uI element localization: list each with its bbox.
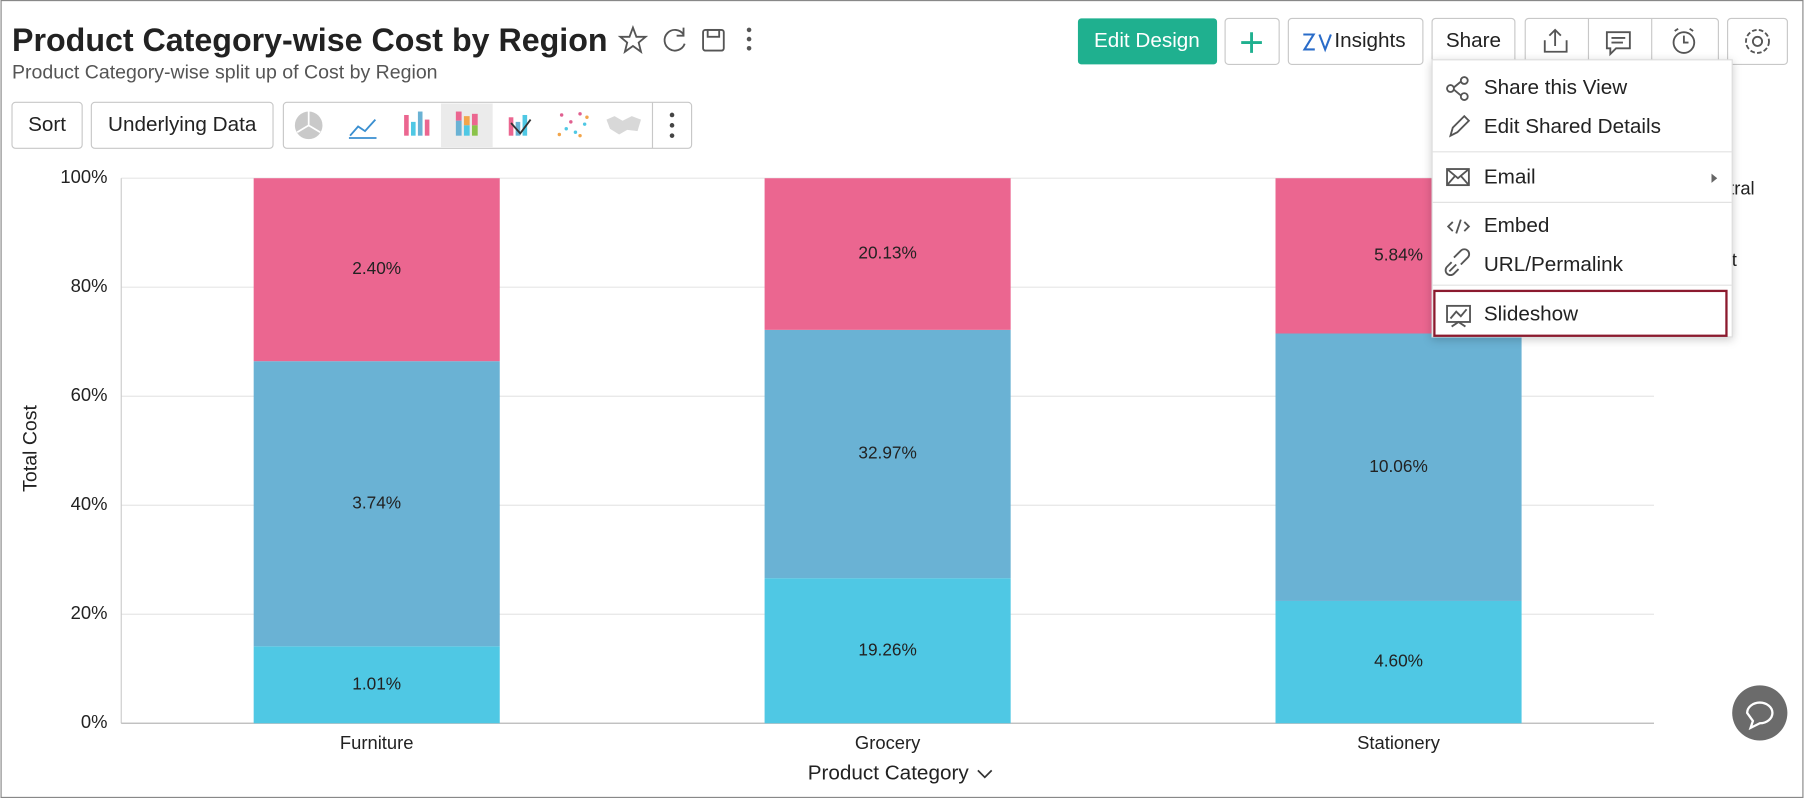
share-menu-item[interactable]: Edit Shared Details [1484,115,1661,138]
sort-button[interactable]: Sort [11,101,83,149]
x-tick-label: Stationery [1357,732,1441,753]
share-menu-item[interactable]: Embed [1484,214,1550,237]
title: Product Category-wise Cost by Region [12,22,608,58]
bar-segment [253,178,500,362]
data-label: 32.97% [858,443,916,463]
y-tick-label: 40% [71,493,108,514]
data-label: 19.26% [858,639,916,659]
data-label: 20.13% [858,243,916,263]
bar-segment [764,578,1011,724]
edit-design-button[interactable]: Edit Design [1077,18,1218,65]
data-label: 1.01% [352,673,401,693]
bar-segment [764,329,1011,579]
share-button[interactable]: Share [1431,17,1516,65]
bar-segment [253,361,500,647]
x-axis-title-chevron [977,769,993,779]
share-menu-item[interactable]: Email [1484,166,1536,189]
title-icons[interactable] [617,24,752,54]
share-label: Share [1446,29,1501,52]
y-axis-title: Total Cost [20,404,42,491]
data-label: 5.84% [1374,244,1423,264]
bar-segment [764,178,1011,330]
plot-area: 0% 20% 40% 60% 80% 100% 1.01% 3.74% 2.40% Furnitu… [20,166,1755,784]
x-axis-title: Product Category [808,761,970,784]
y-tick-label: 20% [71,602,108,623]
data-label: 2.40% [352,258,401,278]
share-menu-item[interactable]: Share this View [1484,76,1627,99]
edit-design-label: Edit Design [1094,29,1200,52]
subtitle: Product Category-wise split up of Cost b… [12,62,438,84]
insights-button[interactable]: Insights [1287,17,1424,65]
y-tick-label: 0% [81,711,108,732]
bar-segment [1275,333,1522,601]
chat-button[interactable] [1732,685,1788,741]
share-menu-item[interactable]: Slideshow [1484,303,1578,326]
y-tick-label: 80% [71,275,108,296]
y-tick-label: 60% [71,384,108,405]
bar-segment [253,646,500,724]
share-menu-item[interactable]: URL/Permalink [1484,253,1624,276]
action-icons[interactable] [1524,17,1788,65]
underlying-data-button[interactable]: Underlying Data [90,101,274,149]
share-menu: Share this View Edit Shared Details Email E… [1431,59,1733,338]
underlying-data-label: Underlying Data [108,113,257,136]
x-tick-label: Grocery [855,732,921,753]
data-label: 4.60% [1374,651,1423,671]
data-label: 10.06% [1369,456,1427,476]
insights-label: Insights [1334,29,1405,52]
sort-label: Sort [28,113,66,136]
x-tick-label: Furniture [340,732,414,753]
y-tick-label: 100% [60,166,107,187]
chart-type-toolbar[interactable] [282,101,693,149]
add-button[interactable] [1224,17,1280,65]
bar-segment [1275,600,1522,724]
data-label: 3.74% [352,492,401,512]
